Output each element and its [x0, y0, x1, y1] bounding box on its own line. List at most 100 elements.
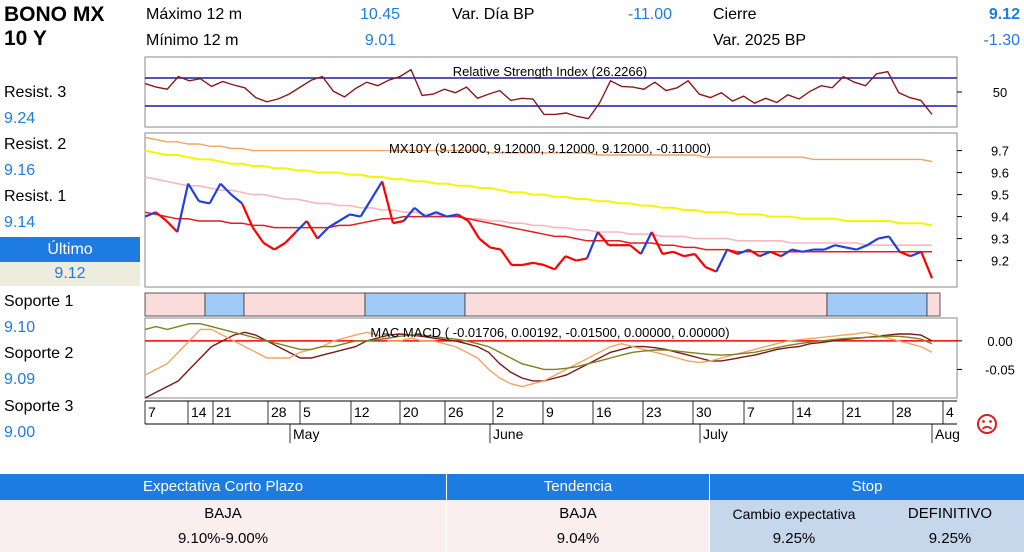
tendencia-value: BAJA [559, 505, 597, 522]
price-segment-12 [273, 242, 286, 251]
rsi-frame [144, 56, 958, 128]
day-tick-label-10: 16 [596, 404, 612, 420]
day-tick-label-15: 21 [846, 404, 862, 420]
title-line1: BONO MX [4, 3, 105, 26]
price-segment-11 [263, 242, 275, 251]
month-label-3: Aug [935, 426, 960, 442]
price-segment-14 [295, 220, 308, 233]
price-tick-label-1: 9.6 [991, 166, 1009, 181]
day-tick-label-11: 23 [646, 404, 662, 420]
price-tick-label-2: 9.5 [991, 188, 1009, 203]
price-tick-label-3: 9.4 [991, 210, 1009, 225]
price-segment-65 [845, 246, 857, 251]
ultimo-label: Último [0, 237, 140, 262]
date-axis: 7 14 21 28 5 12 20 26 2 9 16 23 30 7 14 21 28 4 May June Jul… [144, 400, 960, 443]
price-segment-8 [230, 193, 243, 205]
rsi-title: Relative Strength Index (26.2266) [453, 64, 647, 79]
price-segment-28 [446, 213, 458, 218]
price-segment-36 [532, 261, 545, 267]
price-tick-label-5: 9.2 [991, 254, 1009, 269]
macd-tick-label-1: -0.05 [985, 362, 1015, 377]
price-segment-4 [187, 183, 200, 202]
price-segment-5 [198, 200, 210, 205]
max-value: 10.45 [359, 6, 400, 23]
cierre-value: 9.12 [988, 6, 1020, 23]
resist1-value: 9.14 [4, 214, 36, 231]
tendencia-header: Tendencia [447, 474, 709, 500]
signal-segment-3 [364, 292, 466, 317]
rsi-panel: 50 [144, 56, 1007, 128]
macd-line [144, 331, 933, 399]
ma-pink-line [144, 176, 932, 246]
macd-panel: 0.00 -0.05 [144, 317, 1015, 399]
price-segment-69 [887, 235, 901, 253]
price-segment-58 [769, 250, 782, 258]
macd-hist-line [144, 323, 933, 371]
day-tick-label-0: 7 [148, 404, 156, 420]
title-line2: 10 Y [4, 27, 47, 50]
price-segment-29 [457, 213, 469, 222]
price-segment-72 [920, 251, 934, 279]
price-segment-6 [208, 183, 222, 204]
day-tick-label-2: 21 [216, 404, 232, 420]
price-segment-46 [639, 231, 653, 255]
price-segment-41 [585, 231, 599, 259]
expectativa-cell [0, 500, 446, 552]
price-segment-63 [823, 244, 836, 251]
price-segment-49 [672, 250, 685, 258]
price-segment-56 [748, 248, 761, 258]
signal-band [144, 292, 941, 317]
price-segment-0 [144, 211, 157, 218]
price-segment-70 [899, 250, 911, 258]
macd-signal-line [144, 328, 933, 388]
ultimo-value: 9.12 [0, 262, 140, 286]
price-segment-39 [565, 255, 577, 262]
price-title: MX10Y (9.12000, 9.12000, 9.12000, 9.1200… [389, 141, 711, 156]
day-tick-label-5: 12 [354, 404, 370, 420]
soporte3-value: 9.00 [4, 424, 36, 441]
soporte2-value: 9.09 [4, 371, 36, 388]
day-tick-label-7: 26 [448, 404, 464, 420]
price-segment-18 [338, 213, 351, 222]
price-segment-30 [467, 220, 481, 240]
price-segment-17 [327, 220, 340, 229]
price-segment-45 [629, 244, 642, 255]
price-segment-24 [402, 207, 416, 222]
price-segment-2 [165, 220, 179, 233]
var2025-label: Var. 2025 BP [713, 32, 807, 49]
cambio-label: Cambio expectativa [732, 506, 856, 522]
price-segment-27 [435, 211, 448, 218]
price-segment-31 [478, 237, 491, 249]
price-segment-20 [359, 198, 373, 218]
stop-header: Stop [710, 474, 1024, 500]
price-segment-35 [522, 261, 534, 267]
price-segment-1 [155, 211, 168, 222]
min-label: Mínimo 12 m [146, 32, 239, 49]
expectativa-value: BAJA [204, 505, 242, 522]
definitivo-label: DEFINITIVO [907, 505, 993, 522]
price-segment-66 [856, 244, 868, 251]
price-segment-10 [251, 226, 265, 244]
tendencia-cell [447, 500, 709, 552]
month-label-1: June [493, 426, 524, 442]
rsi-line [144, 68, 933, 120]
price-segment-25 [413, 206, 426, 218]
price-segment-15 [305, 220, 319, 240]
price-segment-26 [424, 211, 437, 218]
price-segment-54 [726, 248, 739, 256]
soporte2-label: Soporte 2 [4, 345, 74, 362]
expectativa-header: Expectativa Corto Plazo [0, 474, 446, 500]
price-segment-42 [596, 231, 610, 246]
month-label-2: July [703, 426, 728, 442]
price-segment-40 [576, 257, 588, 262]
day-tick-label-9: 9 [546, 404, 554, 420]
resist3-label: Resist. 3 [4, 84, 67, 101]
soporte3-label: Soporte 3 [4, 398, 74, 415]
macd-title: MAC MACD ( -0.01706, 0.00192, -0.01500, … [370, 325, 729, 340]
price-segment-38 [553, 255, 567, 271]
price-segment-21 [370, 180, 384, 200]
stop-cell [710, 500, 1024, 552]
soporte1-label: Soporte 1 [4, 293, 74, 310]
cambio-value: 9.25% [772, 530, 816, 547]
signal-segment-6 [926, 292, 941, 317]
